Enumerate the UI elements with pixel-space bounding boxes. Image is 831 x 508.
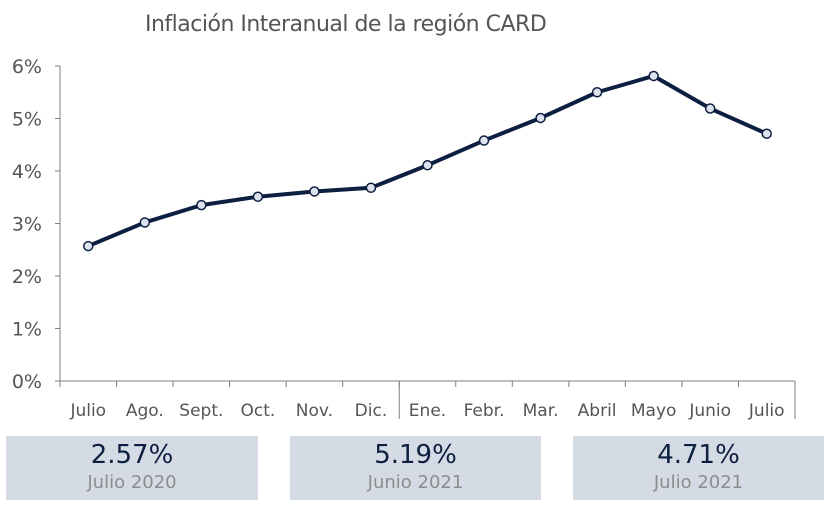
data-point [365,182,377,194]
x-tick-label: Febr. [464,401,505,421]
x-tick-label: Nov. [296,401,333,421]
x-tick-label: Oct. [240,401,275,421]
x-tick-label: Julio [748,401,785,421]
data-point [309,186,320,197]
y-tick-label: 4% [12,161,42,183]
x-tick-label: Ago. [126,401,164,421]
summary-box-julio-2020: 2.57% Julio 2020 [6,436,258,500]
data-point [704,103,716,114]
chart-title: Inflación Interanual de la región CARD [145,12,547,37]
data-point [422,159,433,171]
y-tick-label: 1% [12,319,42,341]
summary-period: Junio 2021 [367,472,464,493]
y-tick-label: 0% [12,371,42,393]
data-point [83,240,94,252]
summary-period: Julio 2020 [87,472,177,493]
data-point [761,128,772,139]
x-tick-label: Sept. [179,401,223,421]
data-point [591,87,603,98]
x-tick-label: Abril [578,401,617,421]
data-point [252,191,264,202]
y-tick-label: 3% [12,214,42,236]
y-tick-label: 2% [12,266,42,288]
summary-box-julio-2021: 4.71% Julio 2021 [573,436,824,500]
summary-value: 5.19% [374,440,457,470]
summary-value: 2.57% [90,440,174,470]
x-tick-label: Ene. [409,401,446,421]
x-tick-label: Julio [69,401,106,421]
x-tick-label: Junio [688,401,731,421]
line-chart: 0% 1% 2% 3% 4% 5% 6% Julio Ago. Sept. Oct. Nov. Dic.… [12,56,796,421]
x-tick-label: Mar. [523,401,559,421]
summary-value: 4.71% [657,440,740,470]
data-point [648,70,659,82]
x-tick-label: Dic. [355,401,388,421]
x-tick-label: Mayo [631,401,677,421]
y-tick-label: 6% [12,56,42,78]
summary-period: Julio 2021 [653,472,744,493]
data-point [535,112,546,124]
data-point [196,199,207,211]
data-point [139,217,151,228]
summary-box-junio-2021: 5.19% Junio 2021 [290,436,541,500]
y-tick-label: 5% [12,109,42,131]
data-point [478,135,490,146]
